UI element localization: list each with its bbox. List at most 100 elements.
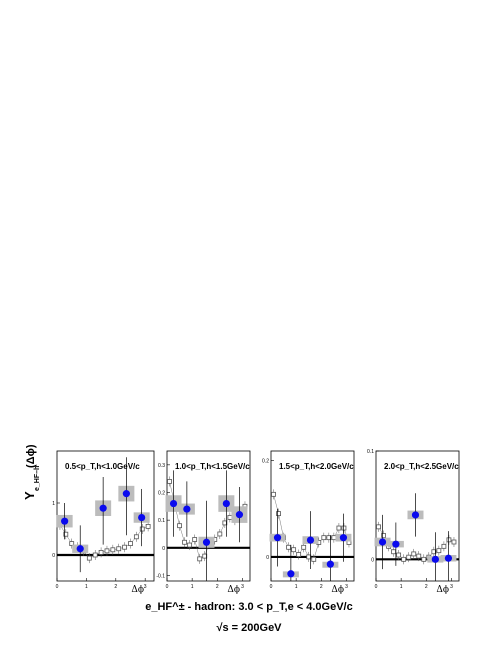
x-tick-label: 2 [114, 584, 117, 590]
x-tick-label: 1 [85, 584, 88, 590]
y-tick-label: 0.1 [158, 518, 165, 524]
data-point [326, 560, 334, 568]
panel-4: 2.0<p_T,h<2.5GeV/c 0 0.1 0 1 2 3Δϕ [367, 449, 460, 595]
y-axis-label-argument: (Δϕ) [25, 444, 37, 468]
x-tick-label: 3 [450, 584, 453, 590]
reference-marker [406, 554, 412, 560]
reference-marker [145, 524, 151, 529]
reference-marker [271, 491, 276, 497]
reference-marker [98, 550, 104, 555]
y-axis-label-main: Y [22, 491, 37, 500]
y-axis-label-subscript: e_HF–h [34, 466, 41, 491]
reference-marker [69, 541, 75, 546]
x-tick-label: 0 [56, 584, 59, 590]
reference-marker [301, 544, 307, 550]
x-tick-label: 0 [270, 584, 273, 590]
reference-marker [110, 547, 116, 553]
x-tick-label: 3 [241, 584, 244, 590]
data-point [76, 545, 84, 553]
reference-marker [431, 549, 437, 555]
y-tick-label: 0.1 [367, 449, 374, 455]
footer-energy: √s = 200GeV [216, 622, 282, 634]
data-point [202, 538, 211, 546]
reference-marker [286, 544, 292, 550]
reference-marker [421, 556, 427, 562]
reference-marker [331, 535, 337, 541]
reference-marker [416, 553, 422, 559]
y-tick-label: 0 [52, 553, 55, 559]
reference-marker [217, 531, 223, 537]
reference-marker [341, 525, 347, 531]
reference-marker [441, 543, 447, 549]
reference-marker [451, 539, 457, 545]
x-tick-label: 2 [216, 584, 219, 590]
reference-marker [401, 556, 407, 562]
y-tick-label: 0 [266, 555, 269, 561]
x-tick-label: 1 [400, 584, 403, 590]
reference-marker [321, 535, 327, 541]
reference-marker [311, 556, 317, 562]
reference-marker [296, 552, 302, 557]
panel-title: 1.0<p_T,h<1.5GeV/c [175, 462, 250, 471]
data-point [306, 536, 315, 544]
data-point [122, 490, 130, 498]
reference-marker [122, 544, 128, 550]
footer-kinematics: e_HF^± - hadron: 3.0 < p_T,e < 4.0GeV/c [145, 601, 353, 613]
reference-marker [276, 511, 281, 516]
reference-marker [326, 535, 332, 541]
data-point [138, 513, 146, 522]
x-tick-label: 0 [166, 584, 169, 590]
reference-marker [446, 537, 452, 543]
data-point [235, 511, 244, 519]
reference-marker [192, 537, 198, 542]
reference-marker [381, 533, 386, 538]
reference-marker [92, 552, 98, 558]
reference-marker [182, 539, 188, 545]
panel-title: 1.5<p_T,h<2.0GeV/c [279, 462, 354, 471]
x-axis-label: Δϕ [227, 585, 240, 595]
reference-marker [306, 554, 312, 560]
x-tick-label: 1 [295, 584, 298, 590]
reference-marker [167, 479, 172, 484]
data-point [222, 499, 230, 508]
reference-marker [116, 546, 122, 552]
x-tick-label: 1 [191, 584, 194, 590]
reference-marker [128, 541, 133, 546]
data-point [411, 511, 420, 519]
plot-frame [375, 450, 460, 582]
panel-3: 1.5<p_T,h<2.0GeV/c 0 0.2 0 1 2 3Δϕ [262, 450, 355, 595]
x-tick-label: 0 [375, 584, 378, 590]
data-point [339, 534, 348, 542]
data-point [61, 517, 69, 525]
data-point [378, 538, 387, 546]
x-tick-label: 2 [320, 584, 323, 590]
y-tick-label: 0 [162, 546, 165, 552]
x-axis-label: Δϕ [436, 585, 449, 595]
reference-marker [411, 551, 417, 557]
x-tick-label: 3 [345, 584, 348, 590]
reference-curve [273, 494, 350, 560]
plot-frame [270, 450, 355, 582]
plot-frame [166, 450, 251, 582]
reference-marker [202, 553, 208, 559]
data-point [431, 555, 439, 563]
y-tick-label: 0.2 [262, 459, 269, 465]
reference-marker [396, 552, 402, 558]
reference-marker [436, 548, 442, 554]
reference-marker [227, 514, 233, 520]
reference-marker [104, 548, 110, 554]
panel-1: 0.5<p_T,h<1.0GeV/c 0 1 0 1 2 3Δϕ [52, 450, 155, 595]
panel-2: 1.0<p_T,h<1.5GeV/c-0.100.10.20.30 1 2 3Δϕ [156, 450, 251, 595]
reference-marker [133, 534, 139, 540]
data-point [273, 534, 282, 542]
reference-marker [391, 549, 397, 555]
data-point [287, 570, 295, 578]
panel-title: 2.0<p_T,h<2.5GeV/c [384, 462, 459, 471]
panel-title: 0.5<p_T,h<1.0GeV/c [65, 462, 140, 471]
reference-marker [86, 555, 92, 561]
reference-curve [378, 526, 455, 560]
y-axis-label: Y e_HF–h (Δϕ) [22, 444, 41, 500]
data-point [99, 504, 107, 512]
